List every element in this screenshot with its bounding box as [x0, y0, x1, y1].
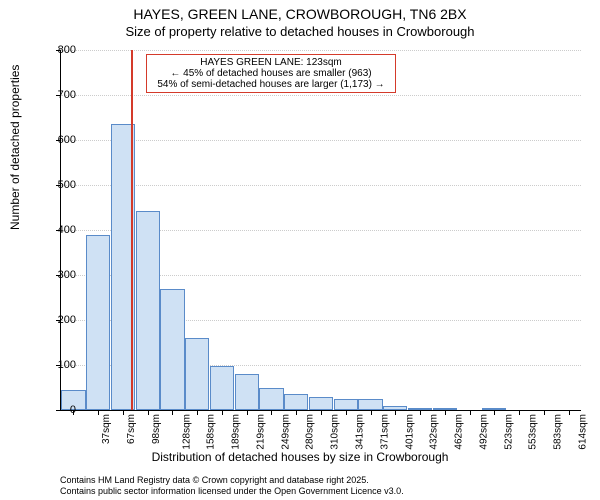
ytick-label: 500: [44, 179, 76, 191]
ytick-label: 400: [44, 224, 76, 236]
xtick-label: 128sqm: [181, 414, 192, 450]
marker-line: [131, 50, 133, 410]
xtick-label: 219sqm: [256, 414, 267, 450]
xtick-label: 158sqm: [206, 414, 217, 450]
ytick-label: 0: [44, 404, 76, 416]
annotation-line2: ← 45% of detached houses are smaller (96…: [151, 68, 391, 79]
histogram-bar: [235, 374, 259, 410]
title-block: HAYES, GREEN LANE, CROWBOROUGH, TN6 2BX …: [0, 0, 600, 39]
xtick-mark: [420, 410, 421, 415]
histogram-bar: [136, 211, 160, 410]
y-axis-label: Number of detached properties: [8, 65, 22, 230]
xtick-mark: [197, 410, 198, 415]
attribution-line2: Contains public sector information licen…: [60, 486, 404, 496]
xtick-mark: [222, 410, 223, 415]
xtick-label: 341sqm: [355, 414, 366, 450]
xtick-label: 462sqm: [454, 414, 465, 450]
xtick-mark: [494, 410, 495, 415]
xtick-label: 98sqm: [151, 414, 162, 444]
xtick-mark: [172, 410, 173, 415]
xtick-label: 432sqm: [429, 414, 440, 450]
ytick-label: 700: [44, 89, 76, 101]
xtick-label: 401sqm: [404, 414, 415, 450]
grid-line: [61, 185, 581, 186]
ytick-label: 200: [44, 314, 76, 326]
annotation-box: HAYES GREEN LANE: 123sqm← 45% of detache…: [146, 54, 396, 93]
xtick-label: 523sqm: [503, 414, 514, 450]
xtick-label: 371sqm: [379, 414, 390, 450]
xtick-label: 553sqm: [528, 414, 539, 450]
grid-line: [61, 50, 581, 51]
histogram-bar: [160, 289, 184, 410]
xtick-mark: [148, 410, 149, 415]
plot-area: 37sqm67sqm98sqm128sqm158sqm189sqm219sqm2…: [60, 50, 581, 411]
xtick-mark: [371, 410, 372, 415]
histogram-bar: [284, 394, 308, 410]
ytick-label: 300: [44, 269, 76, 281]
xtick-mark: [123, 410, 124, 415]
histogram-bar: [210, 366, 234, 410]
xtick-mark: [470, 410, 471, 415]
xtick-mark: [544, 410, 545, 415]
xtick-label: 492sqm: [478, 414, 489, 450]
xtick-mark: [569, 410, 570, 415]
xtick-label: 37sqm: [101, 414, 112, 444]
histogram-bar: [358, 399, 382, 410]
xtick-label: 614sqm: [577, 414, 588, 450]
histogram-bar: [86, 235, 110, 410]
title-line1: HAYES, GREEN LANE, CROWBOROUGH, TN6 2BX: [0, 6, 600, 22]
ytick-label: 600: [44, 134, 76, 146]
histogram-bar: [185, 338, 209, 410]
xtick-mark: [445, 410, 446, 415]
xtick-mark: [271, 410, 272, 415]
xtick-label: 310sqm: [330, 414, 341, 450]
ytick-label: 100: [44, 359, 76, 371]
xtick-mark: [395, 410, 396, 415]
xtick-label: 249sqm: [280, 414, 291, 450]
attribution-line1: Contains HM Land Registry data © Crown c…: [60, 475, 404, 485]
attribution: Contains HM Land Registry data © Crown c…: [60, 475, 404, 496]
grid-line: [61, 95, 581, 96]
annotation-line3: 54% of semi-detached houses are larger (…: [151, 79, 391, 90]
chart-container: HAYES, GREEN LANE, CROWBOROUGH, TN6 2BX …: [0, 0, 600, 500]
histogram-bar: [259, 388, 283, 411]
histogram-bar: [309, 397, 333, 411]
xtick-mark: [346, 410, 347, 415]
xtick-mark: [296, 410, 297, 415]
xtick-label: 189sqm: [231, 414, 242, 450]
grid-line: [61, 140, 581, 141]
ytick-label: 800: [44, 44, 76, 56]
xtick-mark: [321, 410, 322, 415]
x-axis-label: Distribution of detached houses by size …: [0, 450, 600, 464]
annotation-line1: HAYES GREEN LANE: 123sqm: [151, 57, 391, 68]
title-line2: Size of property relative to detached ho…: [0, 24, 600, 39]
xtick-label: 583sqm: [553, 414, 564, 450]
xtick-label: 280sqm: [305, 414, 316, 450]
xtick-mark: [247, 410, 248, 415]
histogram-bar: [334, 399, 358, 410]
xtick-label: 67sqm: [126, 414, 137, 444]
xtick-mark: [98, 410, 99, 415]
xtick-mark: [519, 410, 520, 415]
